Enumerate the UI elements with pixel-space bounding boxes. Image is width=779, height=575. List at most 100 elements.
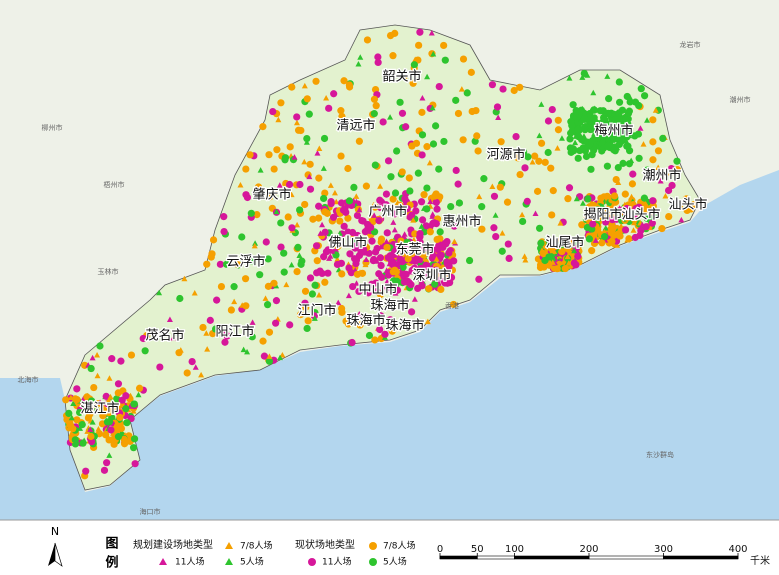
- site-dot: [641, 202, 649, 211]
- site-triangle: [306, 173, 313, 180]
- site-dot: [409, 79, 417, 87]
- site-dot: [176, 294, 184, 303]
- site-dot: [337, 107, 345, 115]
- site-dot: [440, 41, 448, 50]
- site-dot: [247, 257, 256, 265]
- site-dot: [390, 210, 398, 218]
- basemap-label: 潮州市: [730, 95, 751, 104]
- site-triangle: [605, 193, 612, 199]
- site-triangle: [416, 257, 423, 264]
- site-dot: [243, 193, 252, 202]
- site-dot: [391, 189, 400, 197]
- site-dot: [220, 213, 228, 221]
- site-dot: [382, 190, 391, 198]
- site-dot: [355, 287, 363, 296]
- site-dot: [441, 56, 449, 64]
- site-dot: [216, 260, 225, 268]
- site-dot: [371, 161, 379, 169]
- site-triangle: [333, 198, 340, 205]
- site-triangle: [426, 159, 433, 166]
- site-dot: [554, 116, 562, 124]
- site-triangle: [331, 189, 338, 196]
- site-dot: [352, 256, 361, 264]
- site-dot: [65, 409, 73, 417]
- site-triangle: [320, 165, 327, 171]
- site-dot: [384, 157, 393, 165]
- site-dot: [635, 203, 643, 211]
- site-dot: [668, 181, 676, 190]
- site-dot: [242, 165, 250, 173]
- site-dot: [347, 269, 355, 277]
- site-dot: [130, 435, 139, 443]
- site-dot: [433, 205, 441, 213]
- site-triangle: [565, 260, 572, 266]
- site-triangle: [573, 195, 580, 202]
- site-dot: [378, 273, 386, 281]
- site-dot: [615, 78, 623, 86]
- site-dot: [454, 180, 462, 188]
- site-dot: [682, 195, 690, 203]
- site-dot: [610, 208, 619, 216]
- site-triangle: [601, 228, 608, 235]
- site-dot: [386, 316, 394, 324]
- site-dot: [321, 189, 329, 197]
- site-triangle: [624, 237, 631, 243]
- site-dot: [602, 218, 610, 226]
- north-arrow: [54, 542, 63, 567]
- site-dot: [403, 244, 411, 252]
- site-triangle: [433, 256, 440, 262]
- site-dot: [383, 229, 391, 237]
- site-dot: [606, 132, 614, 140]
- city-label: 江门市: [297, 303, 336, 319]
- site-dot: [641, 92, 649, 100]
- site-dot: [569, 101, 577, 109]
- site-dot: [425, 245, 434, 253]
- site-dot: [247, 209, 255, 217]
- city-label: 深圳市: [412, 268, 451, 284]
- legend-symbol: [369, 558, 377, 566]
- site-dot: [386, 32, 395, 40]
- site-triangle: [170, 335, 177, 341]
- site-dot: [422, 222, 430, 230]
- site-dot: [340, 77, 348, 85]
- site-dot: [582, 152, 591, 161]
- legend-symbol: [308, 558, 316, 566]
- site-dot: [596, 107, 604, 115]
- site-dot: [270, 279, 278, 287]
- site-triangle: [609, 137, 616, 143]
- site-dot: [84, 414, 93, 422]
- site-dot: [206, 316, 214, 324]
- site-dot: [610, 192, 619, 200]
- site-dot: [123, 419, 131, 427]
- site-dot: [577, 106, 585, 114]
- site-triangle: [618, 223, 625, 229]
- site-dot: [512, 133, 520, 141]
- site-dot: [301, 200, 309, 209]
- site-triangle: [652, 107, 659, 113]
- site-triangle: [519, 211, 526, 218]
- site-dot: [588, 137, 597, 145]
- site-triangle: [631, 219, 638, 226]
- site-dot: [371, 336, 379, 344]
- site-triangle: [387, 114, 394, 120]
- site-dot: [631, 132, 639, 140]
- site-dot: [665, 212, 673, 221]
- site-dot: [348, 338, 356, 347]
- site-dot: [325, 104, 333, 112]
- site-triangle: [273, 208, 280, 215]
- site-dot: [220, 329, 229, 337]
- site-dot: [640, 194, 649, 202]
- site-triangle: [92, 402, 99, 409]
- site-dot: [135, 384, 144, 392]
- legend-item: 7/8人场: [240, 541, 273, 552]
- site-triangle: [356, 206, 363, 213]
- site-dot: [548, 105, 556, 114]
- site-triangle: [231, 298, 238, 305]
- site-dot: [100, 466, 109, 474]
- site-dot: [420, 251, 428, 259]
- site-triangle: [110, 402, 117, 409]
- city-label: 韶关市: [382, 69, 421, 85]
- site-dot: [637, 85, 645, 93]
- site-triangle: [244, 348, 251, 355]
- site-dot: [690, 200, 698, 209]
